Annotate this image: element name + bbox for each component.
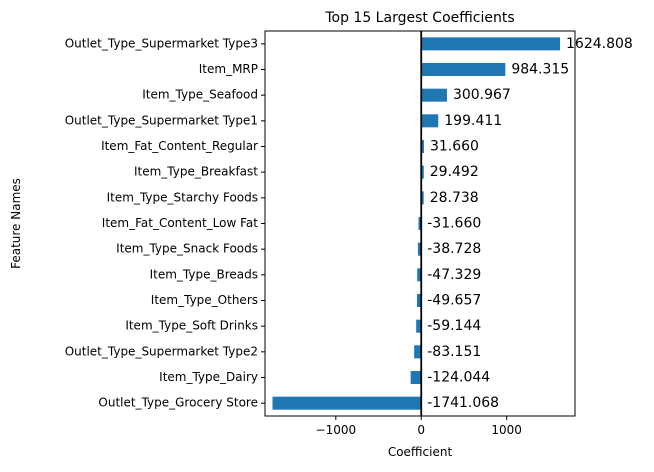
bar-value-label: -124.044 xyxy=(427,370,490,386)
bar xyxy=(421,191,424,205)
y-tick-label: Item_Type_Starchy Foods xyxy=(107,190,258,204)
plot-frame xyxy=(264,30,576,417)
y-tick-label: Item_Type_Breads xyxy=(150,267,258,281)
y-tick-label: Item_Type_Breakfast xyxy=(134,165,258,179)
y-tick-label: Item_MRP xyxy=(199,62,258,76)
y-axis-label: Feature Names xyxy=(9,178,23,269)
bar-value-label: -1741.068 xyxy=(427,395,499,411)
bar-value-label: 984.315 xyxy=(511,62,569,78)
bar xyxy=(414,345,422,359)
x-axis-label: Coefficient xyxy=(388,445,453,459)
bar xyxy=(421,88,447,102)
chart-title: Top 15 Largest Coefficients xyxy=(324,10,514,26)
y-tick-label: Item_Type_Others xyxy=(151,293,258,307)
x-tick-label: 1000 xyxy=(491,423,522,437)
x-tick-label: 0 xyxy=(417,423,425,437)
y-tick-label: Outlet_Type_Supermarket Type1 xyxy=(65,113,258,127)
bar-value-label: 1624.808 xyxy=(566,36,633,52)
y-tick-label: Item_Type_Snack Foods xyxy=(116,242,258,256)
bar xyxy=(421,165,424,179)
bar-value-label: 199.411 xyxy=(444,113,502,129)
x-axis: −1000 0 1000 xyxy=(316,416,522,437)
bar-value-label: 31.660 xyxy=(430,139,479,155)
y-tick-label: Item_Type_Seafood xyxy=(142,88,258,102)
bar xyxy=(417,268,422,282)
y-tick-label: Outlet_Type_Grocery Store xyxy=(98,396,258,410)
bar-value-label: -31.660 xyxy=(427,216,481,232)
bar xyxy=(417,242,422,256)
bar-value-label: -59.144 xyxy=(427,318,481,334)
bar xyxy=(418,217,422,230)
bar xyxy=(421,114,439,128)
bar-value-label: -49.657 xyxy=(427,293,481,309)
bar xyxy=(421,37,561,51)
bar-value-label: -38.728 xyxy=(427,241,481,257)
bar-value-label: 28.738 xyxy=(430,190,479,206)
bar-value-label: 300.967 xyxy=(453,87,511,103)
y-axis: Outlet_Type_Supermarket Type3 Item_MRP Ite… xyxy=(65,36,265,410)
bar xyxy=(410,371,422,384)
y-tick-label: Item_Type_Soft Drinks xyxy=(125,319,258,333)
y-tick-label: Outlet_Type_Supermarket Type3 xyxy=(65,36,258,50)
y-tick-label: Outlet_Type_Supermarket Type2 xyxy=(65,344,258,358)
y-tick-label: Item_Fat_Content_Low Fat xyxy=(102,216,259,230)
bar-value-label: -47.329 xyxy=(427,267,481,283)
bar xyxy=(421,140,424,153)
bar xyxy=(416,319,422,333)
bar-value-label: -83.151 xyxy=(427,344,481,360)
bars-group xyxy=(272,37,561,410)
bar xyxy=(421,63,506,76)
y-tick-label: Item_Fat_Content_Regular xyxy=(101,139,258,153)
x-tick-label: −1000 xyxy=(316,423,357,437)
bar xyxy=(272,396,422,410)
bar xyxy=(417,294,422,307)
bar-value-label: 29.492 xyxy=(430,164,479,180)
y-tick-label: Item_Type_Dairy xyxy=(159,370,258,384)
